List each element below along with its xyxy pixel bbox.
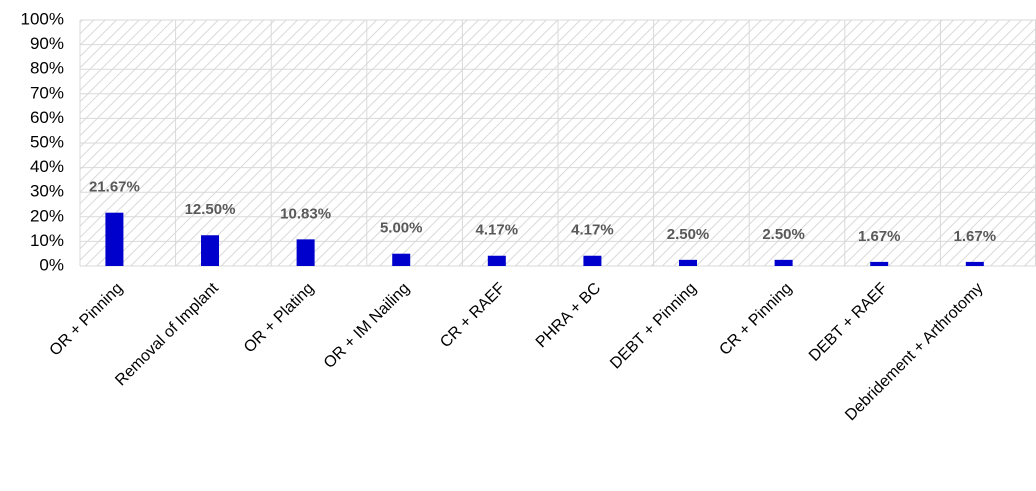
- bar: [487, 255, 506, 266]
- y-tick-label: 80%: [30, 59, 64, 78]
- x-tick-label: OR + Pinning: [47, 280, 127, 360]
- x-tick-label: Removal of Implant: [112, 279, 222, 389]
- y-tick-label: 10%: [30, 231, 64, 250]
- value-label: 4.17%: [571, 222, 614, 239]
- bar: [679, 259, 698, 266]
- x-tick-label: DEBT + RAEF: [806, 280, 891, 365]
- bar: [201, 235, 220, 266]
- bar: [296, 239, 315, 266]
- y-tick-label: 90%: [30, 34, 64, 53]
- x-tick-label: PHRA + BC: [533, 280, 604, 351]
- x-tick-label: OR + IM Nailing: [321, 280, 413, 372]
- bar: [870, 261, 889, 266]
- y-tick-label: 100%: [21, 9, 64, 28]
- value-label: 2.50%: [762, 226, 805, 243]
- value-label: 21.67%: [89, 179, 140, 196]
- bar: [583, 255, 602, 266]
- bar: [392, 253, 411, 266]
- value-label: 5.00%: [380, 220, 423, 237]
- value-label: 12.50%: [185, 201, 236, 218]
- y-tick-label: 70%: [30, 83, 64, 102]
- value-label: 1.67%: [858, 228, 901, 245]
- value-label: 2.50%: [667, 226, 710, 243]
- y-tick-label: 40%: [30, 157, 64, 176]
- y-tick-label: 30%: [30, 182, 64, 201]
- x-tick-label: OR + Plating: [241, 280, 317, 356]
- x-tick-label: DEBT + Pinning: [607, 280, 700, 373]
- x-tick-label: CR + RAEF: [437, 280, 509, 352]
- x-tick-label: CR + Pinning: [716, 280, 795, 359]
- y-tick-label: 60%: [30, 108, 64, 127]
- bar: [774, 259, 793, 266]
- bar: [965, 261, 984, 266]
- y-tick-label: 50%: [30, 132, 64, 151]
- y-tick-label: 0%: [39, 255, 64, 274]
- value-label: 1.67%: [954, 228, 997, 245]
- y-tick-label: 20%: [30, 206, 64, 225]
- value-label: 4.17%: [476, 222, 519, 239]
- bar: [105, 212, 124, 266]
- value-label: 10.83%: [280, 205, 331, 222]
